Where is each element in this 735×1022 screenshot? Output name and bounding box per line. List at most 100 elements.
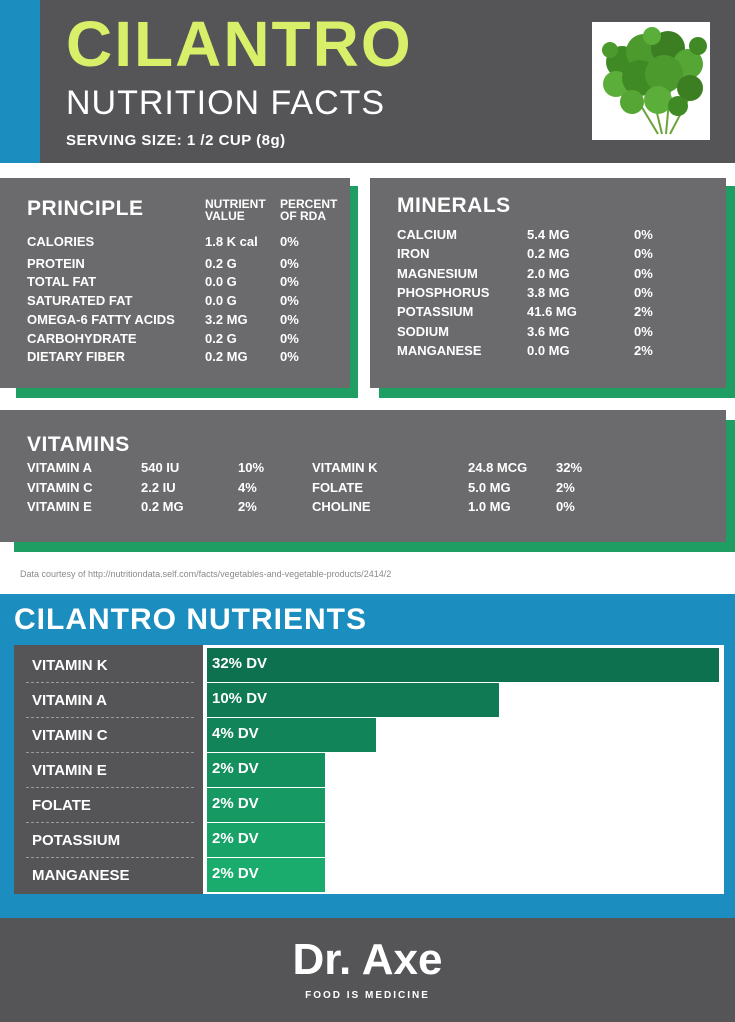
principle-col-rda-2: OF RDA xyxy=(280,209,326,223)
mineral-row-value: 0.2 MG xyxy=(527,246,570,262)
minerals-title: MINERALS xyxy=(397,194,511,217)
chart-category-label: VITAMIN E xyxy=(32,762,107,779)
principle-row-name: DIETARY FIBER xyxy=(27,349,125,364)
chart-category-separator xyxy=(26,822,194,823)
vitamin-row-value: 1.0 MG xyxy=(468,499,511,514)
vitamin-row-name: CHOLINE xyxy=(312,499,371,514)
principle-row-rda: 0% xyxy=(280,274,299,289)
chart-bar xyxy=(207,718,376,752)
mineral-row-value: 2.0 MG xyxy=(527,265,570,281)
vitamin-row-name: FOLATE xyxy=(312,479,364,495)
principle-row-rda: 0% xyxy=(280,312,299,327)
serving-size: SERVING SIZE: 1 /2 CUP (8g) xyxy=(66,132,286,149)
data-credit: Data courtesy of http://nutritiondata.se… xyxy=(20,569,392,579)
vitamin-row-rda: 2% xyxy=(556,479,575,495)
principle-row-name: TOTAL FAT xyxy=(27,274,97,289)
vitamin-row-value: 540 IU xyxy=(141,460,180,475)
header-accent-stripe xyxy=(0,0,40,163)
chart-category-separator xyxy=(26,682,194,683)
chart-data-label: 32% DV xyxy=(212,655,268,672)
principle-title: PRINCIPLE xyxy=(27,197,144,220)
mineral-row-rda: 2% xyxy=(634,304,653,320)
vitamin-row-value: 0.2 MG xyxy=(141,499,184,514)
chart-category-separator xyxy=(26,787,194,788)
chart-category-label: VITAMIN C xyxy=(32,727,108,744)
vitamin-row-rda: 0% xyxy=(556,499,575,514)
brand-logo: Dr. Axe xyxy=(292,935,443,984)
principle-row-name: PROTEIN xyxy=(27,256,85,271)
vitamin-row-value: 2.2 IU xyxy=(141,479,176,495)
principle-row-name: OMEGA-6 FATTY ACIDS xyxy=(27,312,175,327)
mineral-row-name: MANGANESE xyxy=(397,342,482,358)
mineral-row-rda: 0% xyxy=(634,227,653,242)
chart-data-label: 4% DV xyxy=(212,725,259,742)
chart-category-separator xyxy=(26,857,194,858)
vitamin-row-value: 24.8 MCG xyxy=(468,460,528,475)
principle-panel xyxy=(0,178,350,388)
mineral-row-name: IRON xyxy=(397,246,430,262)
cilantro-leaf-cluster xyxy=(602,27,707,116)
page-subtitle: NUTRITION FACTS xyxy=(66,84,386,122)
chart-title: CILANTRO NUTRIENTS xyxy=(14,603,367,636)
mineral-row-name: PHOSPHORUS xyxy=(397,284,490,300)
vitamin-row-name: VITAMIN K xyxy=(312,460,378,475)
principle-col-value-2: VALUE xyxy=(205,209,245,223)
chart-data-label: 2% DV xyxy=(212,760,259,777)
chart-bar xyxy=(207,648,719,682)
principle-row-rda: 0% xyxy=(280,349,299,364)
vitamin-row-value: 5.0 MG xyxy=(468,479,511,495)
principle-row-value: 1.8 K cal xyxy=(205,234,258,249)
mineral-row-rda: 0% xyxy=(634,265,653,281)
principle-row-value: 0.0 G xyxy=(205,274,237,289)
principle-row-value: 0.0 G xyxy=(205,293,237,308)
principle-row-value: 0.2 G xyxy=(205,331,237,346)
page-title: CILANTRO xyxy=(66,8,413,80)
vitamins-panel xyxy=(0,410,726,542)
mineral-row-value: 3.6 MG xyxy=(527,323,570,339)
chart-bar xyxy=(207,788,325,822)
principle-row-value: 3.2 MG xyxy=(205,312,248,327)
chart-label-column xyxy=(14,645,203,894)
chart-data-label: 10% DV xyxy=(212,690,268,707)
chart-category-label: POTASSIUM xyxy=(32,832,121,849)
vitamins-title: VITAMINS xyxy=(27,433,130,456)
footer-band xyxy=(0,918,735,1022)
principle-row-rda: 0% xyxy=(280,331,299,346)
mineral-row-rda: 2% xyxy=(634,342,653,358)
chart-bar xyxy=(207,858,325,892)
chart-category-label: FOLATE xyxy=(32,797,91,814)
principle-col-value-1: NUTRIENT xyxy=(205,197,266,211)
mineral-row-value: 3.8 MG xyxy=(527,284,570,300)
principle-row-rda: 0% xyxy=(280,234,299,249)
principle-row-rda: 0% xyxy=(280,256,299,271)
mineral-row-value: 5.4 MG xyxy=(527,227,570,242)
mineral-row-value: 41.6 MG xyxy=(527,304,577,320)
principle-row-name: SATURATED FAT xyxy=(27,293,133,308)
vitamin-row-rda: 4% xyxy=(238,479,257,495)
mineral-row-rda: 0% xyxy=(634,246,653,262)
vitamin-row-rda: 2% xyxy=(238,499,257,514)
principle-row-value: 0.2 G xyxy=(205,256,237,271)
vitamin-row-name: VITAMIN A xyxy=(27,460,92,475)
vitamin-row-name: VITAMIN E xyxy=(27,499,92,514)
minerals-panel xyxy=(370,178,726,388)
principle-row-value: 0.2 MG xyxy=(205,349,248,364)
chart-data-label: 2% DV xyxy=(212,795,259,812)
chart-category-label: VITAMIN A xyxy=(32,692,107,709)
mineral-row-rda: 0% xyxy=(634,323,653,339)
principle-row-name: CALORIES xyxy=(27,234,95,249)
vitamin-row-rda: 32% xyxy=(556,460,583,475)
chart-data-label: 2% DV xyxy=(212,865,259,882)
mineral-row-name: CALCIUM xyxy=(397,227,457,242)
principle-row-rda: 0% xyxy=(280,293,299,308)
chart-category-label: VITAMIN K xyxy=(32,657,108,674)
mineral-row-value: 0.0 MG xyxy=(527,342,570,358)
mineral-row-name: MAGNESIUM xyxy=(397,265,478,281)
chart-bar xyxy=(207,683,499,717)
vitamin-row-name: VITAMIN C xyxy=(27,479,93,495)
principle-col-rda-1: PERCENT xyxy=(280,197,338,211)
chart-category-label: MANGANESE xyxy=(32,867,130,884)
mineral-row-rda: 0% xyxy=(634,284,653,300)
mineral-row-name: SODIUM xyxy=(397,323,449,339)
cilantro-leaves-icon xyxy=(592,22,710,140)
